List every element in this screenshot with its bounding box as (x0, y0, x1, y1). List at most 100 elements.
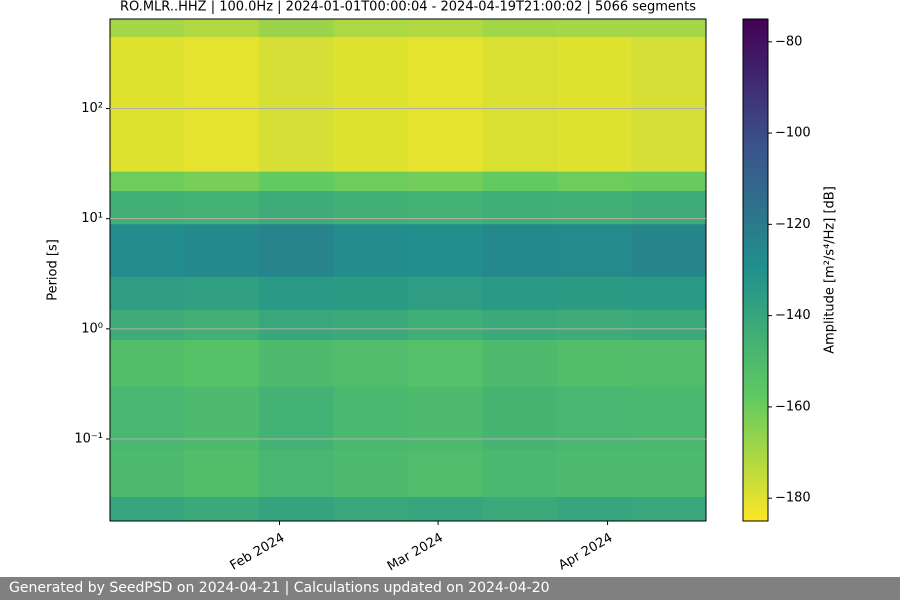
heat-cell (110, 171, 185, 192)
heat-cell (110, 309, 185, 341)
heat-cell (259, 171, 334, 192)
heat-cell (259, 276, 334, 310)
heat-cell (259, 339, 334, 387)
heat-cell (557, 36, 632, 172)
heat-cell (408, 496, 483, 522)
heat-cell (408, 309, 483, 341)
colorbar-tick-label: −140 (775, 308, 811, 323)
x-tick-label: Apr 2024 (556, 531, 615, 574)
heat-cell (482, 339, 558, 387)
heat-cell (557, 339, 632, 387)
heat-cell (408, 171, 483, 192)
colorbar-tick-label: −160 (775, 399, 811, 414)
heat-cell (557, 171, 632, 192)
heat-cell (631, 309, 707, 341)
heat-cell (259, 309, 334, 341)
heat-cell (184, 496, 260, 522)
heat-cell (408, 339, 483, 387)
heat-cell (557, 496, 632, 522)
heat-cell (259, 496, 334, 522)
heat-cell (408, 276, 483, 310)
colorbar-label: Amplitude [m²/s⁴/Hz] [dB] (823, 186, 838, 354)
heat-cell (184, 449, 260, 498)
heat-cell (631, 449, 707, 498)
heat-cell (184, 171, 260, 192)
heat-cell (482, 223, 558, 277)
heat-cell (631, 276, 707, 310)
heat-cell (110, 496, 185, 522)
heat-cell (184, 223, 260, 277)
colorbar-tick-label: −120 (775, 217, 811, 232)
heat-cell (333, 309, 409, 341)
heat-cell (110, 36, 185, 172)
heat-cell (333, 19, 409, 38)
heat-cell (184, 309, 260, 341)
y-tick-label: 10² (81, 101, 103, 116)
heat-cell (482, 171, 558, 192)
heat-cell (408, 386, 483, 451)
heat-cell (631, 171, 707, 192)
x-tick-label: Feb 2024 (228, 531, 288, 574)
heat-cell (259, 386, 334, 451)
heat-cell (482, 36, 558, 172)
footer: Generated by SeedPSD on 2024-04-21 | Cal… (0, 577, 900, 600)
heat-cell (631, 339, 707, 387)
colorbar (742, 18, 769, 522)
heat-cell (110, 386, 185, 451)
heat-cell (482, 19, 558, 38)
heat-cell (482, 386, 558, 451)
heat-cell (408, 449, 483, 498)
y-axis-label: Period [s] (46, 239, 61, 301)
heat-cell (184, 19, 260, 38)
heat-cell (557, 309, 632, 341)
y-tick-label: 10⁰ (81, 321, 103, 336)
x-tick-label: Mar 2024 (385, 531, 446, 575)
heat-cell (110, 339, 185, 387)
heat-cell (557, 223, 632, 277)
heat-cell (184, 276, 260, 310)
colorbar-tick-label: −180 (775, 491, 811, 506)
heat-cell (333, 496, 409, 522)
heat-cell (631, 19, 707, 38)
colorbar-tick-label: −80 (775, 34, 802, 49)
y-tick-label: 10⁻¹ (74, 431, 103, 446)
heat-cell (557, 449, 632, 498)
chart-title: RO.MLR..HHZ | 100.0Hz | 2024-01-01T00:00… (120, 0, 696, 15)
heat-cell (184, 386, 260, 451)
chart: RO.MLR..HHZ | 100.0Hz | 2024-01-01T00:00… (46, 0, 838, 575)
heat-cell (482, 496, 558, 522)
heat-cell (408, 19, 483, 38)
heat-cell (333, 36, 409, 172)
heat-cell (333, 386, 409, 451)
heat-cell (333, 449, 409, 498)
heat-cell (259, 223, 334, 277)
y-tick-label: 10¹ (81, 211, 103, 226)
heat-cell (333, 276, 409, 310)
heat-cell (557, 386, 632, 451)
heat-cell (631, 36, 707, 172)
heat-cell (408, 36, 483, 172)
heat-cell (184, 339, 260, 387)
heat-cell (557, 276, 632, 310)
heat-cell (110, 223, 185, 277)
heat-cell (259, 36, 334, 172)
colorbar-tick-label: −100 (775, 126, 811, 141)
heat-cell (259, 449, 334, 498)
heat-cell (259, 19, 334, 38)
heat-cell (482, 449, 558, 498)
heat-cell (557, 19, 632, 38)
heat-cell (110, 449, 185, 498)
heat-cell (631, 496, 707, 522)
heat-cell (408, 223, 483, 277)
heat-cell (631, 386, 707, 451)
heat-cell (482, 276, 558, 310)
heat-cell (631, 223, 707, 277)
heat-cell (333, 339, 409, 387)
heat-cell (333, 171, 409, 192)
heat-cell (110, 19, 185, 38)
heat-cell (110, 276, 185, 310)
heat-cell (333, 223, 409, 277)
heat-cell (482, 309, 558, 341)
